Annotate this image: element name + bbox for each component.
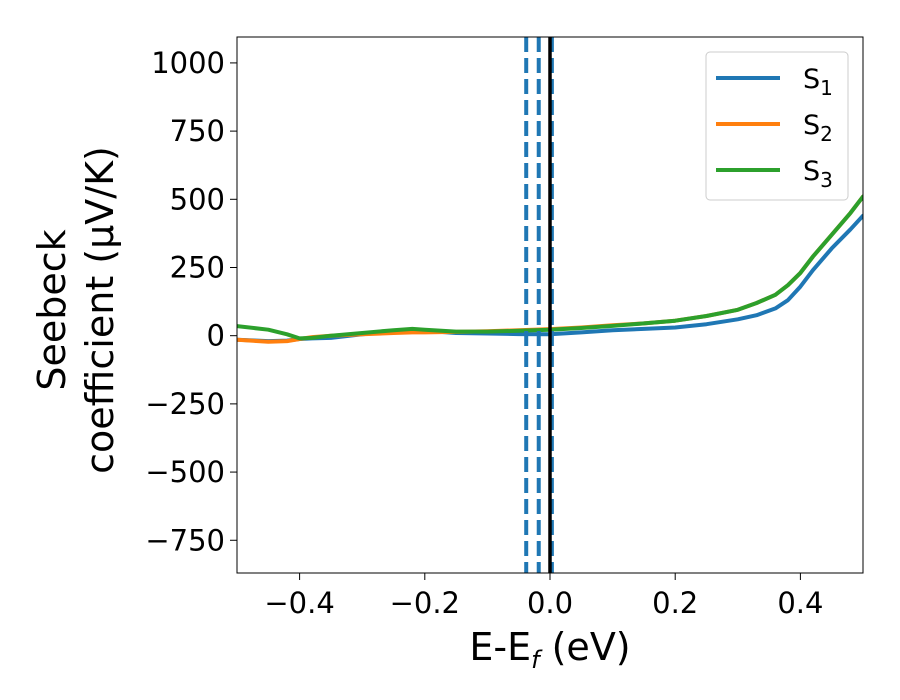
series-line-S3 [237,194,863,341]
y-axis-title-line1: Seebeck [30,229,74,390]
y-tick-label: −250 [145,387,225,421]
x-tick-label: −0.4 [264,586,334,620]
legend-label-S2: S2 [803,110,833,146]
y-axis-ticks: 1000 750 500 250 0 −250 −500 −750 [145,46,237,557]
x-tick-label: 0.0 [527,586,573,620]
y-tick-label: 750 [170,114,225,148]
y-tick-label: 500 [170,182,225,216]
x-axis-title: E-Ef (eV) [469,625,630,674]
y-tick-label: 250 [170,250,225,284]
y-tick-label: 1000 [151,46,225,80]
x-tick-label: 0.2 [652,586,698,620]
x-tick-label: 0.4 [777,586,823,620]
reference-lines [524,37,554,573]
y-tick-label: 0 [207,319,225,353]
y-tick-label: −750 [145,523,225,557]
legend: S1 S2 S3 [705,51,849,201]
x-tick-label: −0.2 [390,586,460,620]
series-layer [237,194,863,344]
x-axis-ticks: −0.4 −0.2 0.0 0.2 0.4 [264,573,823,620]
y-axis-title: Seebeck coefficient (μV/K) [30,146,122,474]
plot-area [236,36,864,574]
y-tick-label: −500 [145,455,225,489]
legend-label-S3: S3 [803,156,833,192]
y-axis-title-line2: coefficient (μV/K) [78,146,122,474]
legend-label-S1: S1 [803,64,833,100]
